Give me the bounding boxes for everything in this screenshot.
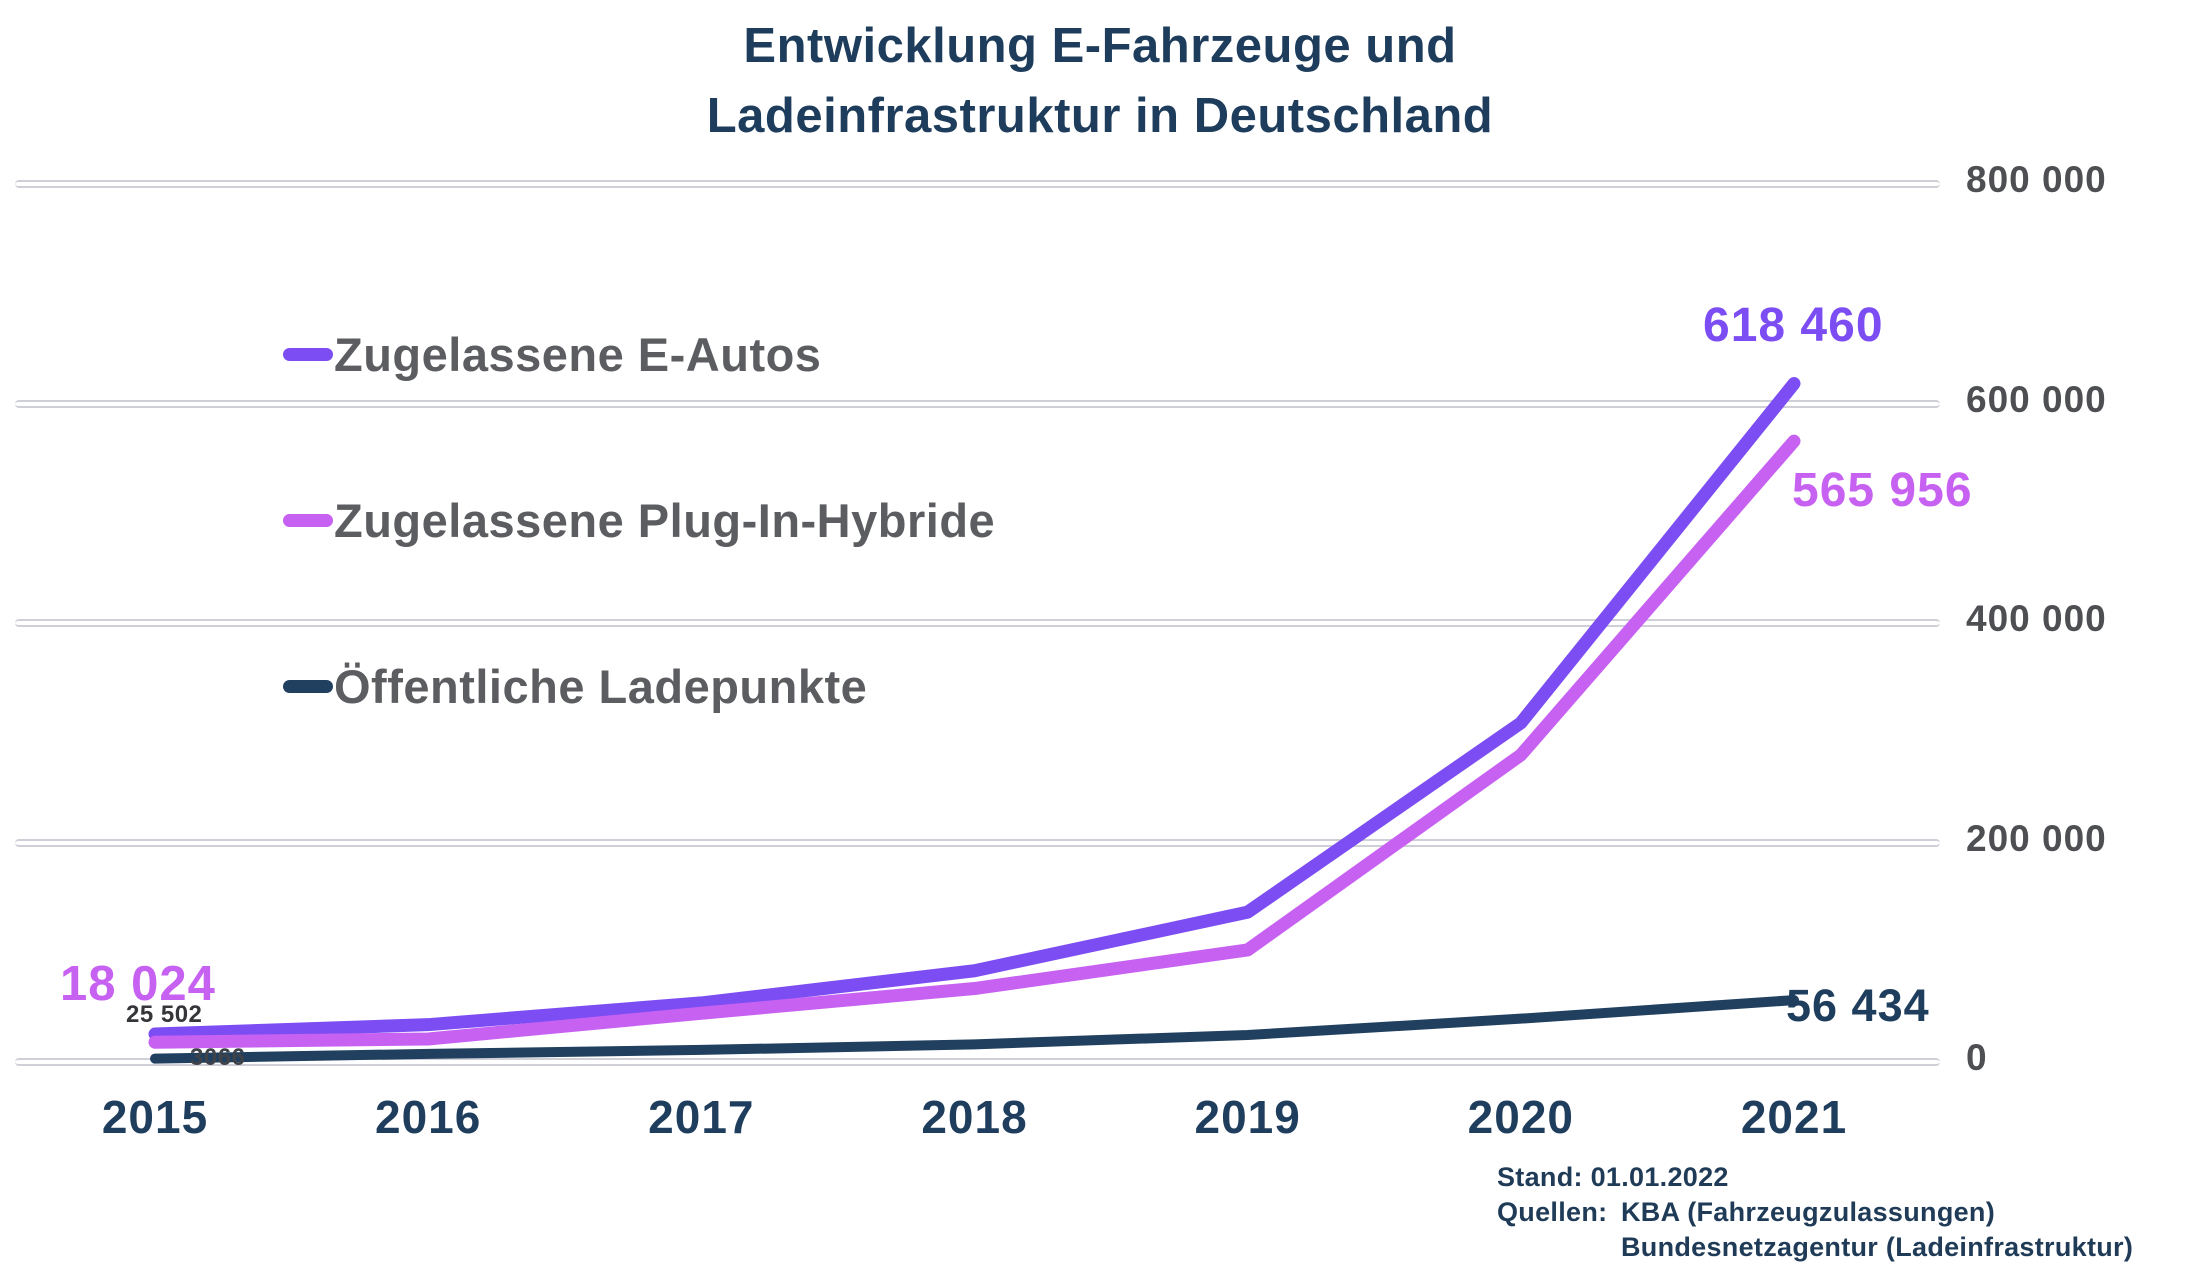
legend-marker-ladepunkte-icon xyxy=(283,679,333,693)
data-label-e-autos-2015: 25 502 xyxy=(126,1001,203,1028)
legend-item-ladepunkte: Öffentliche Ladepunkte xyxy=(283,655,867,717)
data-label-e-autos-2021: 618 460 xyxy=(1703,299,1884,352)
quellen-label: Quellen: xyxy=(1497,1197,1608,1227)
legend-marker-plug-in-hybride-icon xyxy=(283,513,333,527)
x-axis-year-label: 2016 xyxy=(374,1091,482,1143)
gridline xyxy=(15,180,1940,189)
legend-item-plug-in-hybride: Zugelassene Plug-In-Hybride xyxy=(283,489,995,551)
data-label-plug-in-hybride-2021: 565 956 xyxy=(1792,464,1973,517)
data-label-plug-in-hybride-2015: 18 024 xyxy=(60,957,216,1011)
y-axis-tick-label: 600 000 xyxy=(1966,378,2107,420)
x-axis-year-label: 2015 xyxy=(101,1091,209,1143)
x-axis-year-label: 2018 xyxy=(921,1091,1028,1143)
line-e_autos xyxy=(148,377,1801,1041)
y-axis-tick-label: 400 000 xyxy=(1966,598,2107,640)
data-label-ladepunkte-2015: 3066 xyxy=(190,1044,246,1071)
line-ladepunkte xyxy=(150,995,1800,1064)
legend-label-plug-in-hybride: Zugelassene Plug-In-Hybride xyxy=(334,493,996,547)
chart-title-line1: Entwicklung E-Fahrzeuge und xyxy=(743,19,1457,73)
gridline xyxy=(15,399,1940,408)
line-plug_in_hybride xyxy=(148,434,1801,1049)
y-axis-tick-label: 800 000 xyxy=(1966,159,2107,201)
chart-title: Entwicklung E-Fahrzeuge und Ladeinfrastr… xyxy=(0,12,2200,151)
x-axis-year-label: 2017 xyxy=(648,1091,755,1143)
legend-label-ladepunkte: Öffentliche Ladepunkte xyxy=(334,659,868,713)
source-note: Stand: 01.01.2022 Quellen: KBA (Fahrzeug… xyxy=(1497,1160,2133,1265)
y-axis-tick-label: 200 000 xyxy=(1966,817,2107,859)
x-axis-year-label: 2021 xyxy=(1740,1091,1848,1143)
y-axis-tick-label: 0 xyxy=(1966,1037,1988,1078)
source-kba: KBA (Fahrzeugzulassungen) xyxy=(1621,1197,1996,1227)
data-label-ladepunkte-2021: 56 434 xyxy=(1786,980,1930,1031)
gridline xyxy=(15,838,1940,847)
x-axis-year-label: 2020 xyxy=(1467,1091,1575,1143)
x-axis-year-label: 2019 xyxy=(1194,1091,1301,1143)
stand-note: Stand: 01.01.2022 xyxy=(1497,1162,1729,1192)
legend-label-e-autos: Zugelassene E-Autos xyxy=(334,327,822,381)
legend-item-e-autos: Zugelassene E-Autos xyxy=(283,323,821,385)
legend-marker-e-autos-icon xyxy=(283,347,333,361)
gridline xyxy=(15,619,1940,628)
source-bundesnetzagentur: Bundesnetzagentur (Ladeinfrastruktur) xyxy=(1621,1232,2134,1262)
chart-title-line2: Ladeinfrastruktur in Deutschland xyxy=(706,88,1494,143)
gridline xyxy=(15,1058,1940,1066)
